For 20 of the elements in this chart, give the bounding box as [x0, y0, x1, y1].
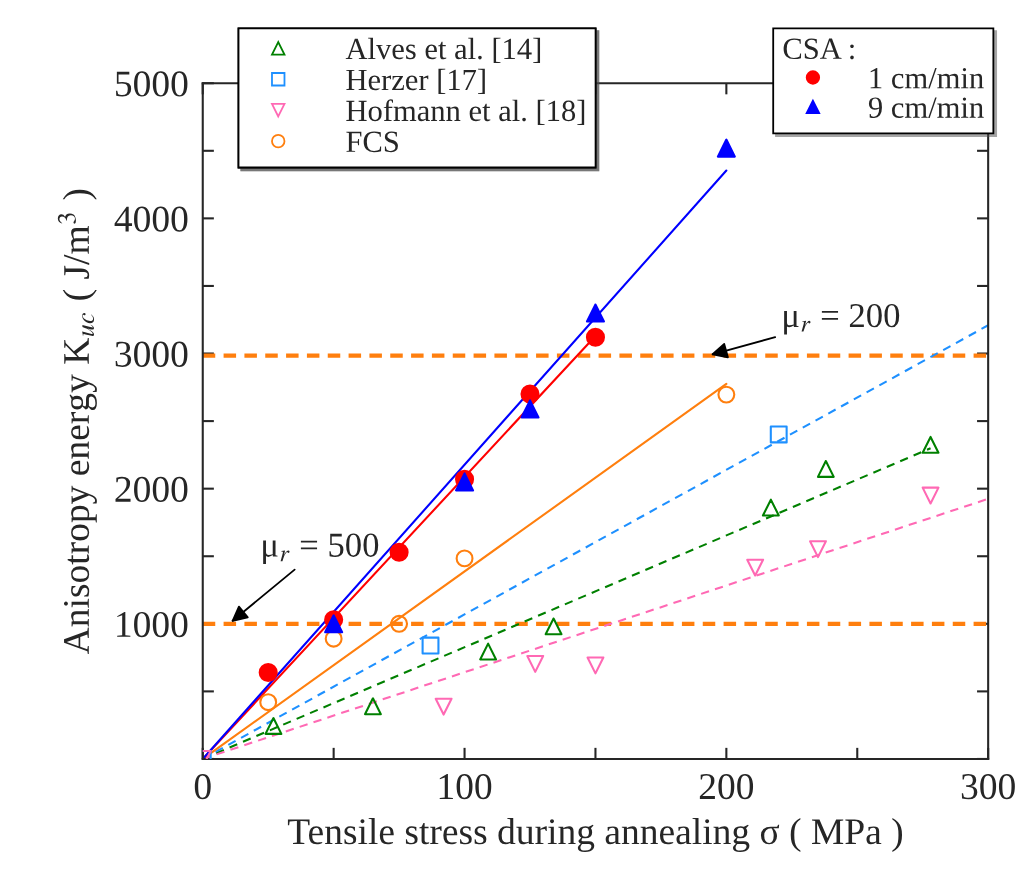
y-tick-label: 1000 [117, 611, 188, 638]
x-axis-title: Tensile stress during annealing σ ( MPa ) [287, 817, 903, 853]
legend-label: FCS [346, 131, 398, 153]
legend-label: Herzer [17] [346, 68, 485, 95]
legend-label: 9 cm/min [868, 97, 984, 118]
legend-label: Hofmann et al. [18] [346, 99, 585, 125]
x-tick-label: 300 [961, 773, 1015, 800]
annotation: μ$_{r}$ = 500 [263, 533, 379, 564]
x-tick-label: 200 [699, 773, 754, 800]
x-tick-label: 100 [439, 773, 492, 800]
y-tick-label: 2000 [115, 476, 188, 503]
legend-label: 1 cm/min [870, 67, 984, 89]
annotation: μ$_{r}$ = 200 [784, 303, 900, 335]
x-tick-label: 0 [194, 773, 211, 800]
y-tick-label: 4000 [114, 206, 188, 232]
y-tick-label: 3000 [115, 341, 188, 367]
y-axis-title: Anisotropy energy K$_{uc}$ ( J/m$^{3}$ ) [57, 189, 97, 654]
legend-title: CSA : [783, 38, 854, 60]
y-tick-label: 5000 [116, 71, 188, 97]
legend-label: Alves et al. [14] [345, 37, 541, 64]
